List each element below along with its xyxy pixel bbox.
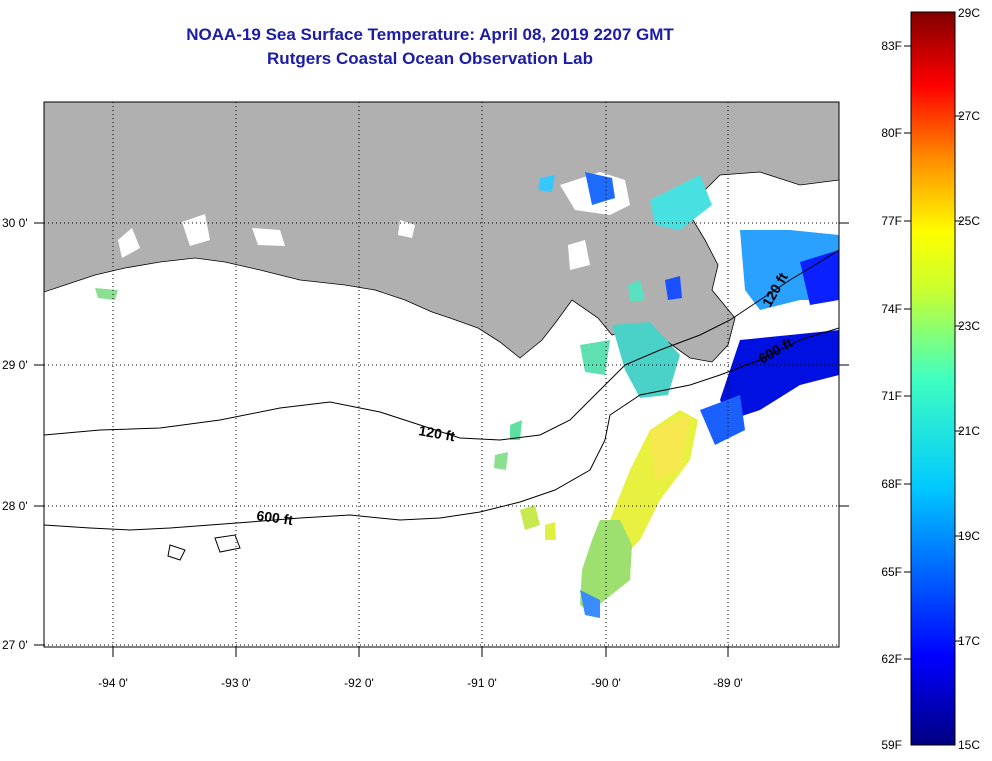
map-title: NOAA-19 Sea Surface Temperature: April 0… — [186, 25, 674, 44]
inland-lake — [182, 214, 210, 246]
map-ticks — [34, 222, 849, 657]
lat-label: 30 0' — [2, 216, 28, 230]
colorbar-f-label: 74F — [881, 302, 902, 316]
colorbar-c-label: 19C — [958, 529, 980, 543]
colorbar-f-label: 77F — [881, 214, 902, 228]
inland-lake — [398, 220, 415, 238]
colorbar-f-label: 68F — [881, 477, 902, 491]
colorbar-f-label: 80F — [881, 126, 902, 140]
sst-pixels — [95, 172, 839, 618]
lon-label: -93 0' — [221, 676, 251, 690]
colorbar-f-label: 62F — [881, 652, 902, 666]
lon-label: -94 0' — [98, 676, 128, 690]
inland-lake — [568, 240, 590, 270]
bathymetry-contours — [44, 249, 839, 561]
lat-label: 27 0' — [2, 638, 28, 652]
colorbar-c-label: 27C — [958, 109, 980, 123]
colorbar-f-label: 71F — [881, 389, 902, 403]
colorbar-c-label: 23C — [958, 319, 980, 333]
colorbar-f-label: 65F — [881, 565, 902, 579]
lat-label: 28 0' — [2, 499, 28, 513]
colorbar-ticks — [904, 45, 962, 660]
contour-label: 600 ft — [256, 507, 295, 528]
lon-label: -89 0' — [713, 676, 743, 690]
lon-label: -91 0' — [467, 676, 497, 690]
contour-label: 120 ft — [417, 422, 456, 444]
inland-lake — [118, 228, 140, 258]
lat-label: 29 0' — [2, 358, 28, 372]
colorbar-c-label: 25C — [958, 214, 980, 228]
colorbar-f-label: 59F — [881, 738, 902, 752]
colorbar-c-label: 15C — [958, 738, 980, 752]
colorbar-f-label: 83F — [881, 39, 902, 53]
map-frame — [43, 101, 840, 648]
colorbar-c-label: 17C — [958, 634, 980, 648]
lon-label: -92 0' — [344, 676, 374, 690]
lon-label: -90 0' — [591, 676, 621, 690]
colorbar — [910, 11, 956, 746]
map-subtitle: Rutgers Coastal Ocean Observation Lab — [267, 49, 593, 68]
colorbar-c-label: 29C — [958, 6, 980, 20]
inland-lake — [252, 228, 285, 246]
colorbar-c-label: 21C — [958, 424, 980, 438]
graticule — [44, 102, 839, 647]
